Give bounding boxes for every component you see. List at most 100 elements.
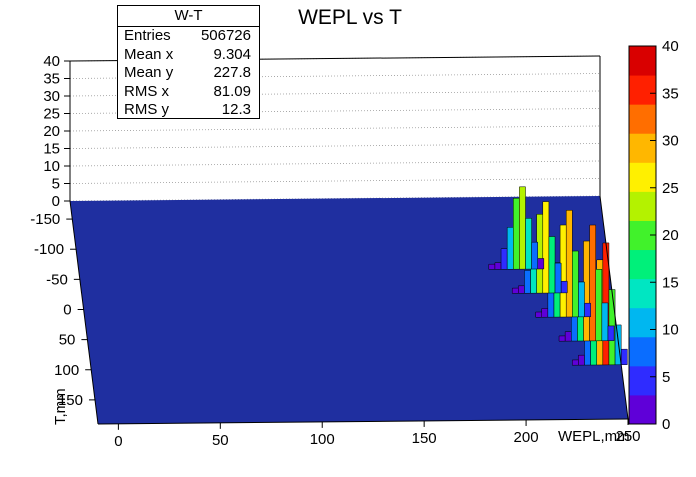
stats-value: 227.8: [213, 64, 251, 82]
palette-band: [629, 394, 656, 425]
palette-tick-label: 20: [662, 227, 679, 244]
lego-bar: [513, 197, 520, 270]
palette-tick-label: 40: [662, 38, 679, 55]
z-tick-label: 25: [43, 106, 60, 123]
color-palette: 0 5 10 15 20 25 30 35 40: [628, 38, 679, 433]
lego-bar: [537, 258, 545, 270]
palette-band: [629, 365, 656, 396]
lego-bar: [511, 287, 519, 294]
x-axis-ticks: 0 50 100 150 200 250: [114, 419, 641, 450]
stats-label: RMS x: [124, 82, 169, 100]
z-tick-label: 15: [43, 141, 60, 158]
y-tick-label: 100: [54, 362, 79, 379]
floor-surface: [70, 196, 628, 424]
y-axis-label: T,mm: [52, 388, 69, 425]
z-tick-label: 20: [43, 123, 60, 140]
lego-bar: [519, 186, 526, 270]
chart-title: WEPL vs T: [298, 6, 402, 29]
x-tick-label: 0: [114, 433, 122, 450]
palette-tick-label: 10: [662, 322, 679, 339]
palette-tick-label: 15: [662, 274, 679, 291]
palette-band: [629, 307, 656, 338]
lego-bar: [488, 263, 496, 270]
lego-bars: [488, 186, 628, 366]
x-tick-label: 200: [514, 429, 539, 446]
grid-line: [69, 125, 601, 132]
stats-value: 9.304: [213, 45, 251, 63]
y-tick-label: 150: [58, 392, 83, 409]
lego-bar: [572, 359, 579, 366]
y-tick-label: 50: [59, 332, 76, 349]
frame-y-edge: [69, 200, 99, 425]
lego-bar: [601, 302, 609, 342]
stats-box: W-T Entries 506726 Mean x 9.304 Mean y 2…: [117, 5, 260, 119]
stats-label: Mean x: [124, 45, 174, 63]
x-axis-label: WEPL,mm: [558, 428, 630, 445]
palette-tick-label: 25: [662, 180, 679, 197]
z-tick-label: 30: [43, 88, 60, 105]
stats-label: Entries: [124, 27, 171, 44]
lego-bar: [547, 290, 555, 318]
lego-bar: [531, 241, 538, 270]
stats-row-rms-x: RMS x 81.09: [118, 83, 259, 102]
grid-line: [69, 143, 601, 149]
lego-bar: [535, 311, 543, 318]
lego-bar: [518, 285, 525, 294]
lego-bar: [565, 209, 573, 318]
palette-band: [629, 162, 656, 192]
lego-bar: [542, 201, 550, 294]
lego-bar: [620, 348, 628, 366]
z-tick-label: 10: [43, 158, 60, 175]
lego-bar: [494, 262, 502, 270]
grid-line: [69, 195, 601, 202]
stats-label: RMS y: [124, 101, 169, 119]
z-tick-label: 5: [52, 176, 60, 193]
lego-bar: [548, 236, 556, 294]
frame-y-edge-right: [599, 195, 629, 420]
lego-bar: [584, 302, 591, 318]
lego-bar: [578, 354, 585, 366]
stats-value: 81.09: [213, 82, 251, 100]
x-tick-label: 100: [310, 431, 335, 448]
palette-band: [629, 46, 656, 76]
z-tick-label: 0: [52, 193, 60, 210]
lego-bar: [578, 281, 585, 318]
stats-value: 506726: [200, 27, 251, 44]
lego-bar: [589, 224, 596, 342]
lego-bar: [560, 280, 568, 294]
palette-band: [629, 249, 656, 280]
lego-bar: [554, 262, 562, 294]
y-axis-ticks: -150 -100 -50 0 50 100 150: [30, 211, 95, 409]
y-tick-label: -150: [30, 211, 60, 228]
x-tick-label: 150: [412, 430, 437, 447]
y-tick-label: -100: [34, 241, 64, 258]
x-tick-label: 50: [212, 432, 229, 449]
stats-value: 12.3: [221, 101, 251, 119]
lego-bar: [595, 269, 603, 342]
grid-line: [69, 108, 601, 114]
y-tick-label: -50: [46, 271, 68, 288]
stats-name: W-T: [118, 6, 259, 27]
palette-tick-label: 30: [662, 133, 679, 150]
lego-bar: [572, 250, 579, 318]
grid-line: [69, 90, 601, 97]
lego-bar: [525, 217, 532, 270]
stats-row-entries: Entries 506726: [118, 27, 259, 46]
palette-tick-label: 0: [662, 416, 670, 433]
palette-band: [629, 278, 656, 309]
lego-bar: [524, 270, 531, 294]
lego-bar: [607, 325, 615, 341]
stats-row-mean-x: Mean x 9.304: [118, 46, 259, 65]
palette-band: [629, 75, 656, 105]
grid-line: [69, 73, 601, 79]
z-tick-label: 35: [43, 71, 60, 88]
z-tick-label: 40: [43, 53, 60, 70]
lego-bar: [506, 226, 514, 270]
frame-x-edge: [97, 418, 629, 425]
lego-bar: [541, 308, 549, 318]
stats-row-mean-y: Mean y 227.8: [118, 64, 259, 83]
grid-line: [69, 178, 601, 184]
